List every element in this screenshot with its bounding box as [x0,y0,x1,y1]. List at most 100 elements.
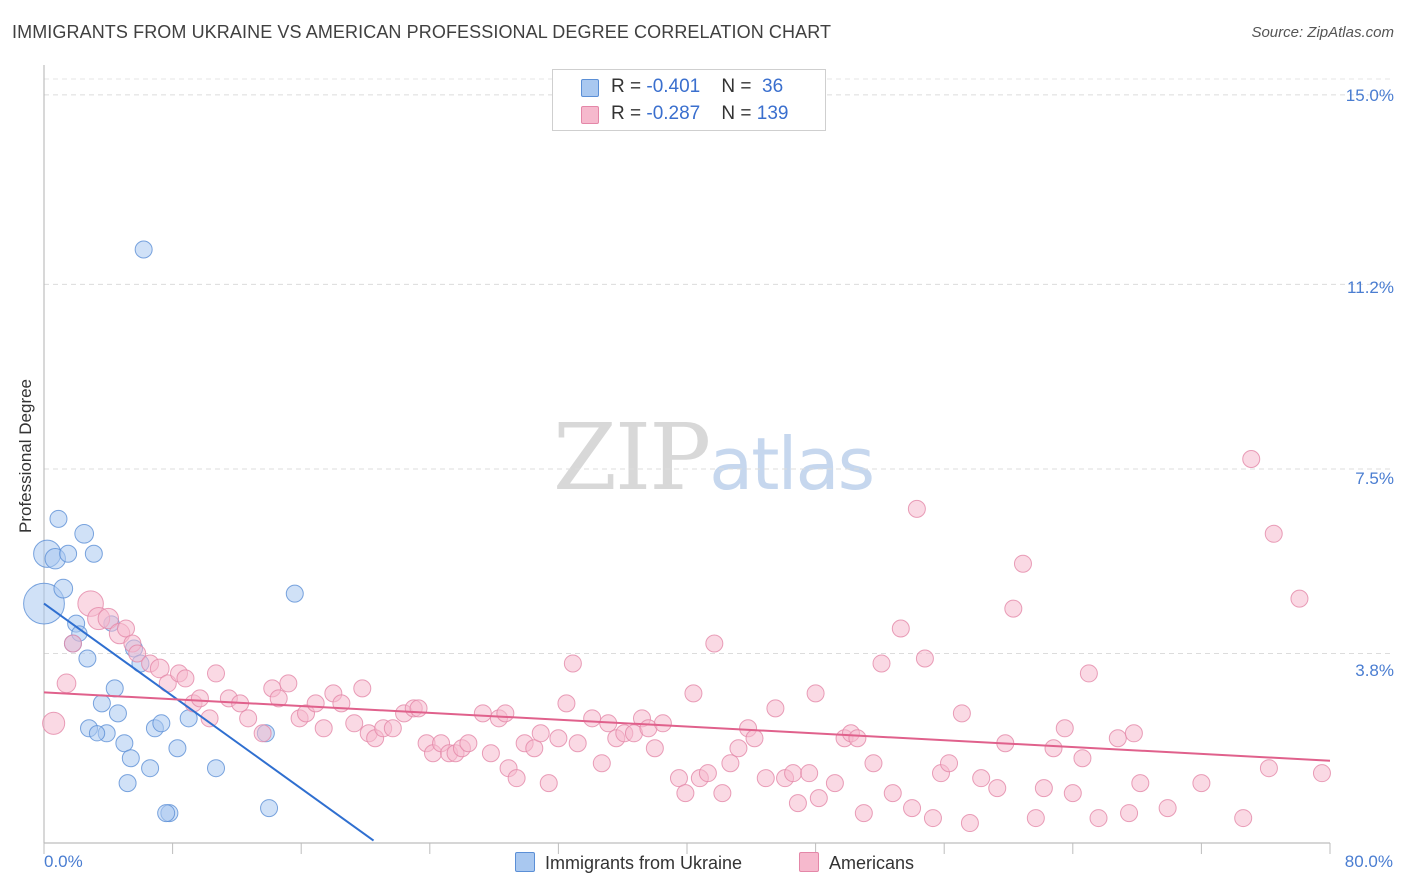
americans-point [1055,719,1074,738]
americans-point [1108,729,1127,748]
americans-point [128,644,147,663]
americans-point [583,709,602,728]
watermark: ZIPatlas [553,402,875,512]
ukraine-point [108,704,127,723]
ukraine-point [105,679,124,698]
americans-point [988,779,1007,798]
americans-point [864,754,883,773]
americans-point [1312,764,1331,783]
legend-swatch [515,852,535,872]
legend-swatch [799,852,819,872]
ukraine-point [92,694,111,713]
americans-point [872,654,891,673]
americans-point [592,754,611,773]
americans-point [539,774,558,793]
americans-point [1192,774,1211,793]
americans-point [698,764,717,783]
stats-row-americans: R = -0.287 N = 139 [553,101,825,127]
ukraine-point [168,739,187,758]
americans-point [56,673,77,694]
ukraine-trend-line [43,602,375,842]
americans-point [314,719,333,738]
americans-point [705,634,724,653]
americans-point [563,654,582,673]
ukraine-point [157,804,176,823]
americans-point [306,694,325,713]
americans-point [800,764,819,783]
x-tick-label: 80.0% [1344,852,1393,871]
r-label: R = [611,76,647,97]
americans-point [766,699,785,718]
americans-point [1063,784,1082,803]
n-label: N = [721,76,757,97]
americans-point [1131,774,1150,793]
americans-point [496,704,515,723]
americans-point [409,699,428,718]
americans-point [176,669,195,688]
americans-point [207,664,226,683]
legend-item-ukraine[interactable]: Immigrants from Ukraine [515,852,742,874]
americans-point [713,784,732,803]
americans-point [940,754,959,773]
americans-point [806,684,825,703]
n-label: N = [721,103,757,124]
americans-point [253,724,272,743]
americans-point [1290,589,1309,608]
americans-point [952,704,971,723]
americans-point [200,709,219,728]
ukraine-point [74,523,95,544]
americans-point [1089,809,1108,828]
legend-item-americans[interactable]: Americans [799,852,914,874]
legend-label: Immigrants from Ukraine [545,853,743,873]
americans-point [1044,739,1063,758]
americans-point [149,658,170,679]
americans-point [1073,749,1092,768]
americans-point [549,729,568,748]
y-tick-label: 7.5% [1355,469,1394,488]
americans-point [1026,809,1045,828]
ukraine-point [207,759,226,778]
americans-point [903,799,922,818]
legend-swatch [581,79,599,97]
americans-trend-line [43,691,1331,762]
ukraine-point [134,240,153,259]
americans-point [1120,804,1139,823]
ukraine-point [88,725,106,742]
americans-point [745,729,764,748]
americans-point [784,764,803,783]
americans-point [1124,724,1143,743]
ukraine-point [118,774,137,793]
americans-point [1242,449,1261,468]
americans-point [891,619,910,638]
americans-point [507,769,526,788]
ukraine-point [53,578,74,599]
americans-point [279,674,298,693]
americans-point [473,704,492,723]
r-value: -0.401 [646,76,701,97]
americans-point [116,619,135,638]
americans-point [1264,524,1283,543]
legend-label: Americans [829,853,915,873]
source-label: Source: ZipAtlas.com [1251,24,1394,41]
ukraine-point [59,544,78,563]
ukraine-point [84,544,103,563]
americans-point [1034,779,1053,798]
americans-point [923,809,942,828]
americans-point [568,734,587,753]
americans-point [239,709,258,728]
y-tick-label: 11.2% [1347,278,1394,297]
legend-swatch [581,106,599,124]
americans-point [825,774,844,793]
americans-point [1004,599,1023,618]
americans-point [669,769,688,788]
americans-point [809,789,828,808]
stats-row-ukraine: R = -0.401 N = 36 [553,74,825,100]
americans-point [676,784,695,803]
watermark-zip: ZIP [553,404,711,511]
ukraine-point [115,734,134,753]
ukraine-point [285,584,304,603]
watermark-atlas: atlas [709,422,875,506]
americans-point [481,744,500,763]
americans-point [1234,809,1253,828]
